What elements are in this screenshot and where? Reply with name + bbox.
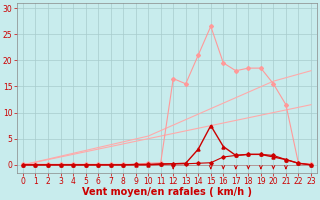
X-axis label: Vent moyen/en rafales ( km/h ): Vent moyen/en rafales ( km/h ) <box>82 187 252 197</box>
